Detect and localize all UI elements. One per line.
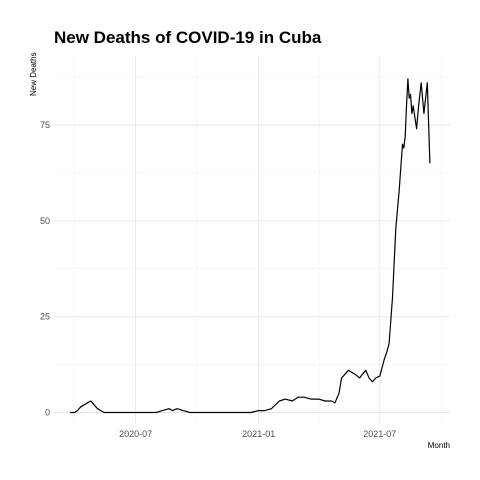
y-tick-label: 50 <box>40 216 50 226</box>
y-tick-label: 25 <box>40 312 50 322</box>
x-tick-label: 2020-07 <box>119 429 152 439</box>
x-tick-label: 2021-07 <box>363 429 396 439</box>
y-axis-title: New Deaths <box>29 52 38 96</box>
series-group <box>70 78 431 414</box>
grid <box>54 56 450 424</box>
y-tick-label: 75 <box>40 120 50 130</box>
chart-title: New Deaths of COVID-19 in Cuba <box>54 28 322 47</box>
series-line <box>70 78 431 414</box>
x-axis-title: Month <box>428 441 450 450</box>
tick-labels: 0 25 50 75 2020-07 2021-01 2021-07 <box>40 120 396 439</box>
y-tick-label: 0 <box>45 408 50 418</box>
x-tick-label: 2021-01 <box>242 429 275 439</box>
